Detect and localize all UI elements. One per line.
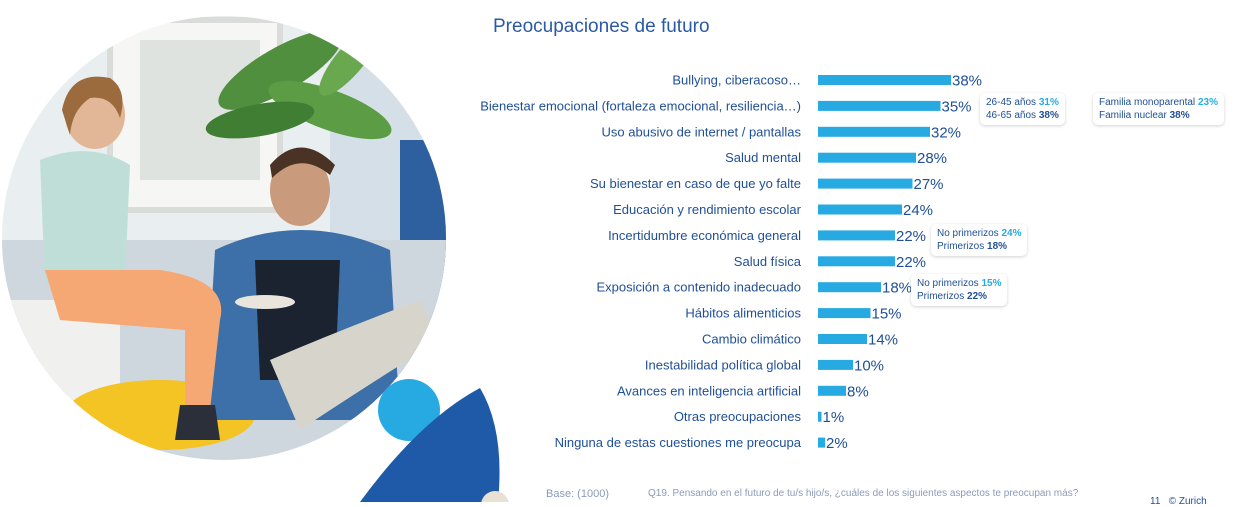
callout-line: Primerizos 22% (917, 291, 988, 302)
category-label: Educación y rendimiento escolar (613, 202, 802, 217)
bar (818, 100, 941, 111)
category-label: Inestabilidad política global (645, 357, 801, 372)
bar (818, 75, 951, 85)
category-label: Exposición a contenido inadecuado (596, 280, 801, 295)
category-label: Bienestar emocional (fortaleza emocional… (480, 98, 801, 113)
callout-content: No primerizos 15% Primerizos 22% (911, 274, 1008, 306)
value-label: 14% (868, 332, 898, 349)
value-label: 27% (914, 176, 944, 193)
callout-line: 46-65 años 38% (986, 110, 1059, 121)
value-label: 35% (942, 98, 972, 115)
category-label: Incertidumbre económica general (608, 228, 801, 243)
callout-economic: No primerizos 24% Primerizos 18% (931, 224, 1028, 256)
bar-chart: Bullying, ciberacoso… 38% Bienestar emocio… (480, 73, 982, 453)
decorative-shape (360, 388, 500, 502)
callout-line: Familia monoparental 23% (1099, 97, 1218, 108)
callout-line: Primerizos 18% (937, 241, 1008, 252)
callout-line: 26-45 años 31% (986, 97, 1059, 108)
category-label: Hábitos alimenticios (685, 306, 801, 321)
bar (818, 308, 871, 319)
bar (818, 126, 930, 137)
footer-base: Base: (1000) (546, 488, 609, 500)
value-label: 32% (931, 124, 961, 141)
bar (818, 256, 895, 267)
value-label: 1% (823, 409, 845, 426)
value-label: 8% (847, 383, 869, 400)
bar (818, 385, 846, 396)
category-label: Uso abusivo de internet / pantallas (602, 124, 802, 139)
father-and-son-photo (2, 16, 509, 507)
callout-age: 26-45 años 31% 46-65 años 38% (980, 93, 1065, 125)
value-label: 15% (872, 306, 902, 323)
value-label: 38% (952, 73, 982, 90)
page-title: Preocupaciones de futuro (493, 16, 710, 37)
bar (818, 230, 895, 241)
value-label: 18% (882, 280, 912, 297)
bar (818, 282, 881, 293)
photo-collage (0, 0, 520, 507)
bar (818, 334, 867, 344)
category-label: Salud física (734, 254, 802, 269)
bar (818, 411, 822, 422)
callout-line: No primerizos 15% (917, 278, 1002, 289)
bar (818, 437, 825, 448)
callout-line: Familia nuclear 38% (1099, 110, 1190, 121)
decorative-circle (378, 379, 440, 441)
callout-family: Familia monoparental 23% Familia nuclear… (1093, 93, 1224, 125)
bar (818, 359, 853, 370)
bar (818, 152, 916, 163)
category-label: Su bienestar en caso de que yo falte (590, 176, 801, 191)
value-label: 24% (903, 202, 933, 219)
bar (818, 178, 913, 189)
category-label: Cambio climático (702, 332, 801, 347)
category-label: Ninguna de estas cuestiones me preocupa (555, 435, 802, 450)
value-label: 10% (854, 357, 884, 374)
footer-question: Q19. Pensando en el futuro de tu/s hijo/… (648, 488, 1079, 499)
callout-line: No primerizos 24% (937, 228, 1022, 239)
category-label: Avances en inteligencia artificial (617, 383, 801, 398)
value-label: 2% (826, 435, 848, 452)
category-label: Salud mental (725, 150, 801, 165)
value-label: 22% (896, 228, 926, 245)
value-label: 28% (917, 150, 947, 167)
category-label: Bullying, ciberacoso… (672, 73, 801, 88)
bar (818, 204, 902, 215)
value-label: 22% (896, 254, 926, 271)
category-label: Otras preocupaciones (674, 409, 802, 424)
